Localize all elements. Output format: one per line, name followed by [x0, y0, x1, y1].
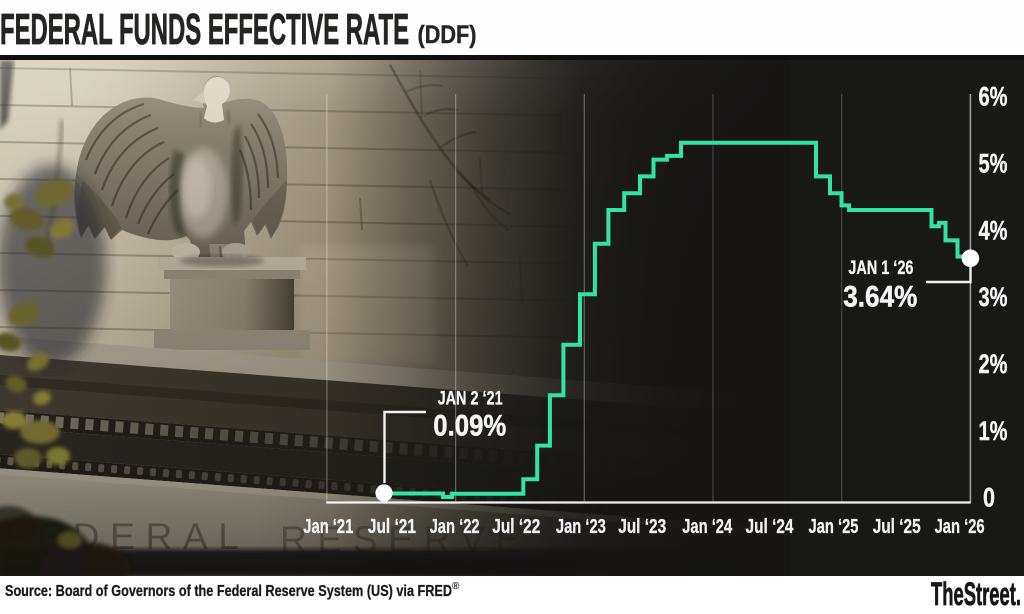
svg-text:1%: 1% — [979, 416, 1008, 446]
svg-text:Jul ‘25: Jul ‘25 — [873, 515, 921, 538]
svg-text:0: 0 — [983, 483, 995, 513]
svg-text:Jan ‘26: Jan ‘26 — [935, 515, 985, 538]
svg-text:2%: 2% — [979, 349, 1008, 379]
svg-text:Jan ‘22: Jan ‘22 — [430, 515, 480, 538]
svg-text:®: ® — [452, 581, 460, 592]
svg-text:Jul ‘23: Jul ‘23 — [618, 515, 666, 538]
svg-text:Jul ‘22: Jul ‘22 — [492, 515, 540, 538]
svg-text:5%: 5% — [979, 148, 1008, 178]
svg-text:Jul ‘21: Jul ‘21 — [368, 515, 416, 538]
svg-text:Jan ‘24: Jan ‘24 — [682, 515, 732, 538]
svg-text:(DDF): (DDF) — [418, 21, 477, 49]
svg-text:JAN 1 ‘26: JAN 1 ‘26 — [848, 258, 913, 279]
svg-text:3.64%: 3.64% — [843, 281, 917, 314]
svg-text:6%: 6% — [979, 81, 1008, 111]
svg-text:4%: 4% — [979, 215, 1008, 245]
svg-text:Jul ‘24: Jul ‘24 — [746, 515, 794, 538]
svg-text:Jan ‘23: Jan ‘23 — [556, 515, 606, 538]
svg-text:0.09%: 0.09% — [433, 410, 506, 443]
svg-text:Jan ‘21: Jan ‘21 — [303, 515, 353, 538]
svg-text:JAN 2 ‘21: JAN 2 ‘21 — [438, 388, 503, 409]
svg-text:Source: Board of Governors of: Source: Board of Governors of the Federa… — [5, 583, 452, 600]
svg-text:3%: 3% — [979, 282, 1008, 312]
svg-text:TheStreet.: TheStreet. — [931, 576, 1021, 612]
svg-text:FEDERAL FUNDS EFFECTIVE RATE: FEDERAL FUNDS EFFECTIVE RATE — [0, 6, 409, 54]
svg-text:Jan ‘25: Jan ‘25 — [809, 515, 859, 538]
